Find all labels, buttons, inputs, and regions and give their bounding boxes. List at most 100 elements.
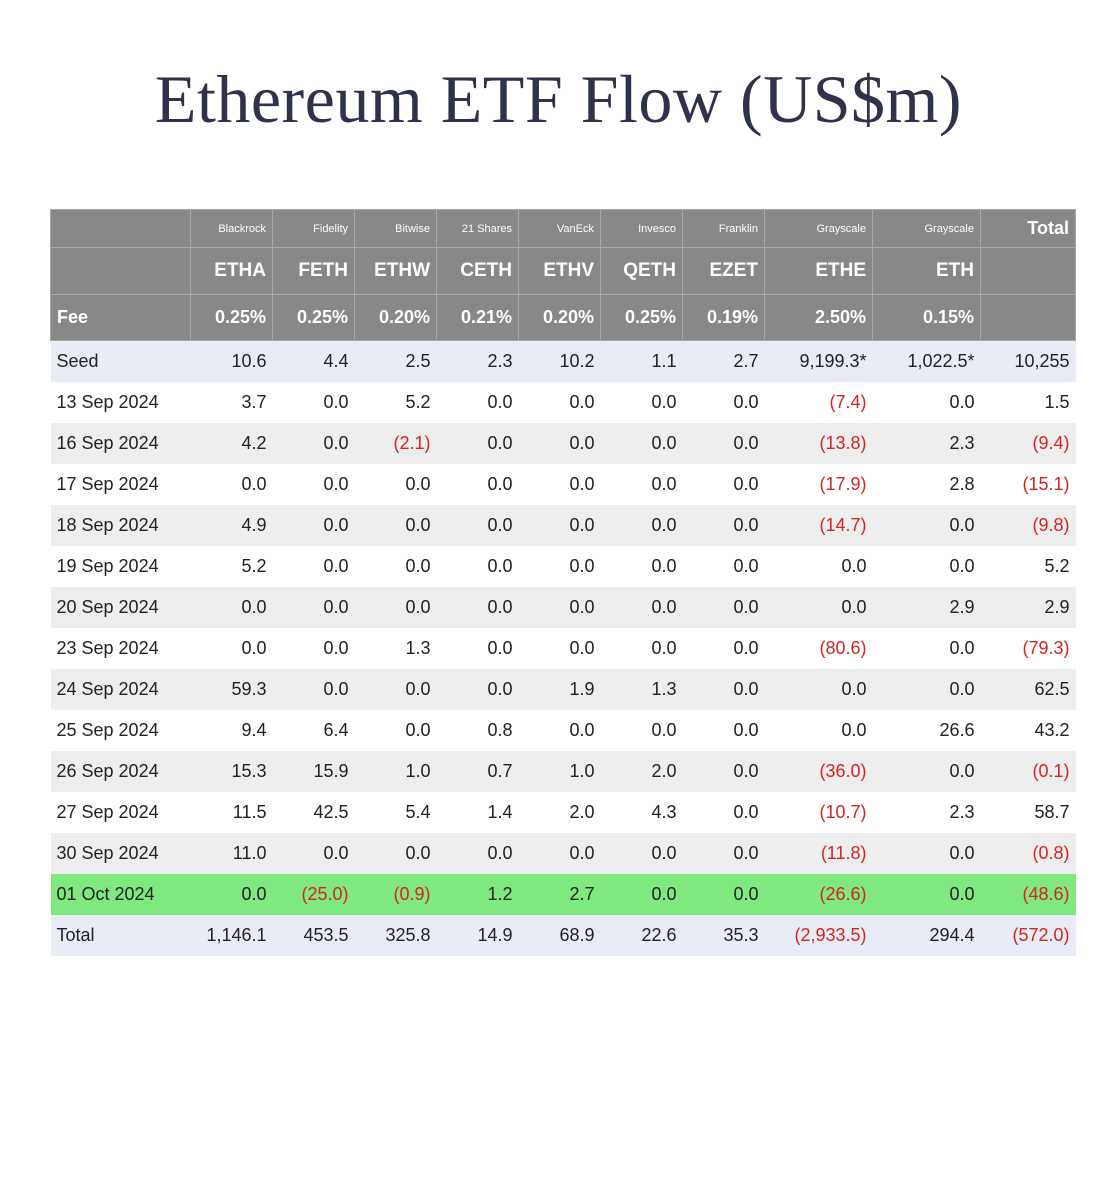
row-total: (79.3) (981, 628, 1076, 669)
row-total: 2.9 (981, 587, 1076, 628)
row-total: (572.0) (981, 915, 1076, 956)
data-cell: 0.0 (437, 382, 519, 423)
row-label: 24 Sep 2024 (51, 669, 191, 710)
table-row: 16 Sep 20244.20.0(2.1)0.00.00.00.0(13.8)… (51, 423, 1076, 464)
data-cell: 1.1 (601, 341, 683, 383)
row-total: 10,255 (981, 341, 1076, 383)
ticker-header: ETHV (519, 248, 601, 295)
data-cell: 0.0 (437, 546, 519, 587)
data-cell: 0.0 (437, 464, 519, 505)
row-total: 5.2 (981, 546, 1076, 587)
data-cell: 0.0 (765, 546, 873, 587)
row-label: 27 Sep 2024 (51, 792, 191, 833)
data-cell: 0.0 (519, 587, 601, 628)
data-cell: 0.0 (873, 505, 981, 546)
data-cell: 0.0 (873, 669, 981, 710)
fee-header: 0.19% (683, 295, 765, 341)
issuer-header: Bitwise (355, 210, 437, 248)
data-cell: 2.7 (519, 874, 601, 915)
data-cell: 0.0 (191, 464, 273, 505)
row-label: 01 Oct 2024 (51, 874, 191, 915)
data-cell: 22.6 (601, 915, 683, 956)
data-cell: 5.2 (191, 546, 273, 587)
data-cell: 453.5 (273, 915, 355, 956)
row-total: (0.8) (981, 833, 1076, 874)
data-cell: 6.4 (273, 710, 355, 751)
data-cell: 0.0 (519, 710, 601, 751)
row-label: 23 Sep 2024 (51, 628, 191, 669)
data-cell: 14.9 (437, 915, 519, 956)
row-total: (48.6) (981, 874, 1076, 915)
ticker-header: ETHA (191, 248, 273, 295)
data-cell: 0.0 (683, 751, 765, 792)
etf-flow-table: Blackrock Fidelity Bitwise 21 Shares Van… (50, 209, 1076, 956)
data-cell: 0.0 (437, 669, 519, 710)
data-cell: 0.7 (437, 751, 519, 792)
data-cell: (2.1) (355, 423, 437, 464)
fee-header: 0.25% (191, 295, 273, 341)
row-label: 13 Sep 2024 (51, 382, 191, 423)
data-cell: 0.0 (601, 464, 683, 505)
data-cell: 1.0 (519, 751, 601, 792)
ticker-header: ETHW (355, 248, 437, 295)
data-cell: 0.0 (765, 587, 873, 628)
row-total: (9.4) (981, 423, 1076, 464)
data-cell: 0.0 (683, 628, 765, 669)
data-cell: 0.0 (683, 505, 765, 546)
data-cell: 0.8 (437, 710, 519, 751)
data-cell: 0.0 (355, 546, 437, 587)
fee-header: 2.50% (765, 295, 873, 341)
data-cell: (25.0) (273, 874, 355, 915)
data-cell: 0.0 (273, 669, 355, 710)
data-cell: 0.0 (601, 423, 683, 464)
data-cell: (36.0) (765, 751, 873, 792)
ticker-header: FETH (273, 248, 355, 295)
data-cell: 42.5 (273, 792, 355, 833)
table-row: 17 Sep 20240.00.00.00.00.00.00.0(17.9)2.… (51, 464, 1076, 505)
table-row: 01 Oct 20240.0(25.0)(0.9)1.22.70.00.0(26… (51, 874, 1076, 915)
row-total: (15.1) (981, 464, 1076, 505)
data-cell: 0.0 (873, 382, 981, 423)
data-cell: 10.2 (519, 341, 601, 383)
table-head: Blackrock Fidelity Bitwise 21 Shares Van… (51, 210, 1076, 341)
data-cell: 9,199.3* (765, 341, 873, 383)
data-cell: (10.7) (765, 792, 873, 833)
data-cell: 0.0 (873, 751, 981, 792)
data-cell: 1.3 (355, 628, 437, 669)
data-cell: 10.6 (191, 341, 273, 383)
row-label: 30 Sep 2024 (51, 833, 191, 874)
data-cell: 0.0 (683, 587, 765, 628)
issuer-header: Invesco (601, 210, 683, 248)
data-cell: 1.2 (437, 874, 519, 915)
table-row: 19 Sep 20245.20.00.00.00.00.00.00.00.05.… (51, 546, 1076, 587)
data-cell: 0.0 (191, 628, 273, 669)
data-cell: 0.0 (683, 833, 765, 874)
row-total: 58.7 (981, 792, 1076, 833)
data-cell: 5.2 (355, 382, 437, 423)
data-cell: 0.0 (355, 833, 437, 874)
issuer-header: Grayscale (873, 210, 981, 248)
data-cell: 325.8 (355, 915, 437, 956)
data-cell: 0.0 (601, 546, 683, 587)
data-cell: 0.0 (873, 628, 981, 669)
data-cell: 0.0 (601, 628, 683, 669)
data-cell: (14.7) (765, 505, 873, 546)
row-label: 18 Sep 2024 (51, 505, 191, 546)
data-cell: 1.9 (519, 669, 601, 710)
data-cell: 0.0 (437, 833, 519, 874)
data-cell: 0.0 (355, 464, 437, 505)
data-cell: 0.0 (765, 710, 873, 751)
data-cell: 0.0 (683, 874, 765, 915)
data-cell: 4.9 (191, 505, 273, 546)
data-cell: 0.0 (519, 628, 601, 669)
data-cell: 26.6 (873, 710, 981, 751)
blank-header (51, 210, 191, 248)
data-cell: 0.0 (873, 833, 981, 874)
row-label: 19 Sep 2024 (51, 546, 191, 587)
data-cell: 294.4 (873, 915, 981, 956)
data-cell: (17.9) (765, 464, 873, 505)
ticker-row: ETHA FETH ETHW CETH ETHV QETH EZET ETHE … (51, 248, 1076, 295)
fee-header: 0.15% (873, 295, 981, 341)
page: Ethereum ETF Flow (US$m) Blackrock Fidel… (0, 0, 1117, 1016)
data-cell: 2.3 (437, 341, 519, 383)
